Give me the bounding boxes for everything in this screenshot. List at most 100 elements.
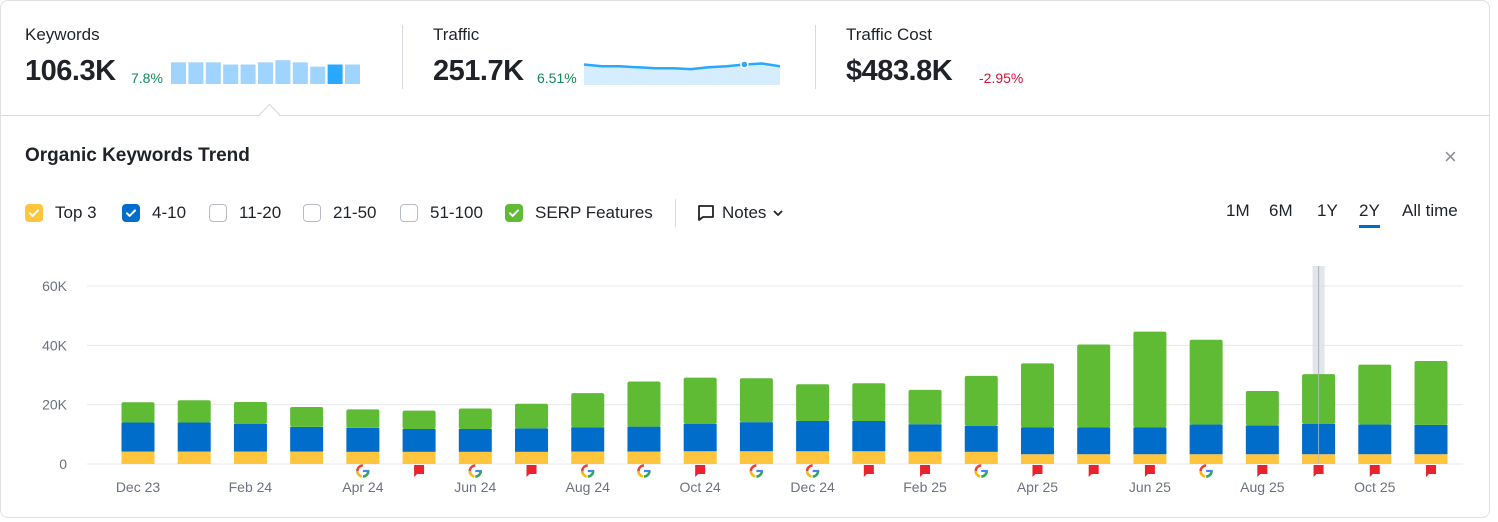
keywords-spark-bar [240,64,256,84]
x-tick-label: Aug 24 [566,479,611,495]
bar-top3 [515,451,549,464]
filter-divider [675,199,676,227]
note-flag-icon [1313,465,1324,477]
google-update-icon [468,464,483,478]
bar-serp-features [796,384,830,421]
x-tick-label: Oct 24 [680,479,721,495]
bar-4-10 [1358,424,1392,455]
note-flag-icon [1088,465,1099,477]
keywords-spark-bar [310,66,326,84]
close-icon[interactable]: × [1444,144,1457,169]
note-flag-shape [1369,465,1380,477]
checkbox-4-10[interactable] [122,204,140,222]
metric-traffic-cost[interactable]: Traffic Cost $483.8K -2.95% [846,25,1023,87]
metric-keywords[interactable]: Keywords 106.3K 7.8% [25,25,360,87]
google-update-icon [749,464,764,478]
traffic-spark-area [584,63,780,85]
bar-top3 [233,451,267,464]
bar-top3 [627,451,661,464]
bar-serp-features [233,401,267,424]
checkbox-serp-features[interactable] [505,204,523,222]
notes-dropdown[interactable]: Notes [696,201,784,225]
note-flag-icon [526,465,537,477]
google-ring-yellow [974,470,981,478]
bar-4-10 [1245,425,1279,455]
note-flag-shape [1257,465,1268,477]
keywords-value: 106.3K [25,55,116,87]
range-all-time[interactable]: All time [1402,201,1458,220]
checkbox-51-100[interactable] [400,204,418,222]
keywords-delta: 7.8% [131,70,163,86]
google-update-icon [974,464,988,478]
filter-label: SERP Features [535,203,653,222]
x-tick-label: Feb 24 [229,479,273,495]
note-flag-icon [1369,465,1380,477]
keywords-spark-bar [327,64,343,84]
chevron-down-icon [773,210,784,217]
bar-top3 [346,451,380,464]
note-flag-icon [414,465,425,477]
bar-serp-features [1133,331,1167,428]
bar-4-10 [233,423,267,452]
note-flag-shape [1032,465,1043,477]
google-ring-yellow [637,470,644,478]
bar-4-10 [571,427,605,452]
bar-4-10 [796,420,830,452]
bar-top3 [964,451,998,464]
bar-top3 [852,451,886,464]
bar-serp-features [571,393,605,428]
notes-label: Notes [722,203,767,222]
filter-21-50[interactable]: 21-50 [303,201,376,225]
bar-top3 [1414,454,1448,464]
check-icon [509,209,519,217]
google-ring-yellow [749,470,756,478]
range-2y[interactable]: 2Y [1359,201,1380,228]
google-ring-yellow [1199,470,1206,478]
bar-top3 [1020,454,1054,464]
google-ring-red [581,464,588,472]
bar-serp-features [683,377,717,424]
note-icon [698,205,714,221]
checkbox-top3[interactable] [25,204,43,222]
metrics-bar: Keywords 106.3K 7.8% Traffic 251.7K 6.51… [1,1,1489,116]
filter-51-100[interactable]: 51-100 [400,201,483,225]
x-tick-label: Jun 25 [1129,479,1171,495]
bar-serp-features [121,402,155,423]
checkbox-21-50[interactable] [303,204,321,222]
filter-4-10[interactable]: 4-10 [122,201,186,225]
filter-serp-features[interactable]: SERP Features [505,201,653,225]
bar-top3 [1189,454,1223,464]
note-flag-icon [695,465,706,477]
keywords-spark-bar [171,62,186,84]
google-ring-red [356,464,364,472]
traffic-label: Traffic [433,25,480,44]
keywords-spark-bar [292,62,308,84]
range-6m[interactable]: 6M [1269,201,1293,220]
note-flag-shape [695,465,706,477]
x-tick-label: Apr 24 [342,479,383,495]
filter-11-20[interactable]: 11-20 [209,201,281,225]
bar-top3 [571,451,605,464]
x-tick-label: Dec 23 [116,479,161,495]
range-1y[interactable]: 1Y [1317,201,1338,220]
bar-top3 [1077,454,1111,464]
filter-label: 51-100 [430,203,483,222]
bar-serp-features [177,400,211,423]
keywords-spark-bar [258,62,273,84]
range-1m[interactable]: 1M [1226,201,1250,220]
bar-top3 [402,451,436,464]
metric-traffic[interactable]: Traffic 251.7K 6.51% [433,25,780,87]
google-ring-red [805,464,813,472]
keywords-sparkline [171,60,360,84]
checkbox-11-20[interactable] [209,204,227,222]
filter-label: Top 3 [55,203,97,222]
filter-top3[interactable]: Top 3 [25,201,97,225]
note-flag-shape [526,465,537,477]
google-update-icon [1199,464,1213,478]
keywords-trend-chart: 0 20K 40K 60K Dec 23 Feb 24 Apr 24 Jun 24 Aug 24… [42,266,1463,495]
bar-4-10 [1133,427,1167,455]
note-flag-icon [1144,465,1155,477]
traffic-value: 251.7K [433,55,524,87]
google-ring-yellow [581,470,588,478]
bar-serp-features [515,403,549,429]
